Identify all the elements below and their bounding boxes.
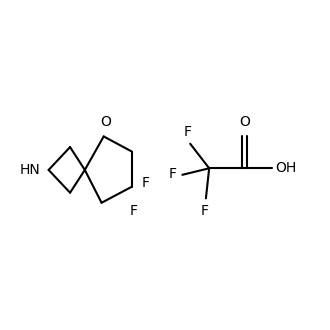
Text: F: F xyxy=(183,125,192,139)
Text: F: F xyxy=(200,204,208,218)
Text: OH: OH xyxy=(275,161,296,175)
Text: F: F xyxy=(130,204,138,218)
Text: O: O xyxy=(239,115,250,129)
Text: F: F xyxy=(141,176,149,190)
Text: F: F xyxy=(168,167,177,181)
Text: HN: HN xyxy=(20,163,41,177)
Text: O: O xyxy=(100,115,111,129)
